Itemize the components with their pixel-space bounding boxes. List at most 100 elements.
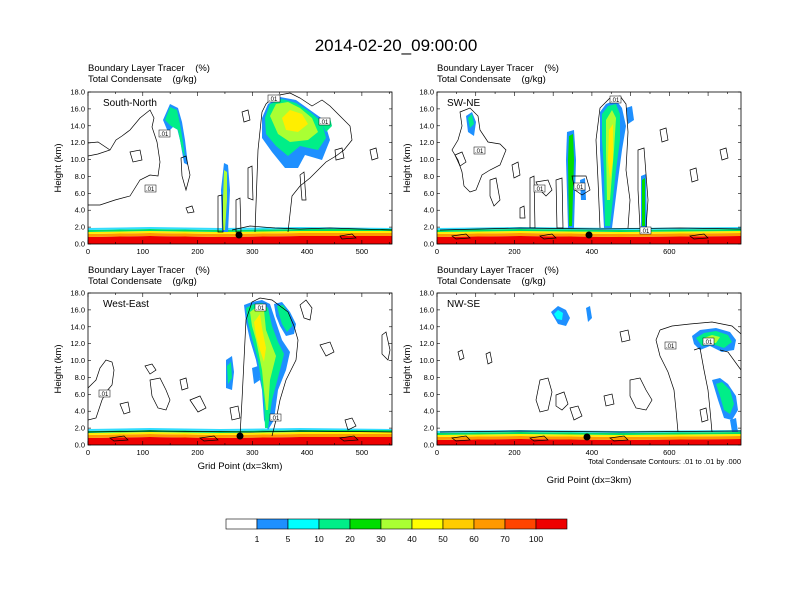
x-tick-label: 200 [508, 247, 521, 256]
y-tick-label: 18.0 [419, 88, 434, 97]
x-tick-label: 400 [301, 247, 314, 256]
x-tick-label: 0 [86, 247, 90, 256]
contour-label: .01 [611, 98, 620, 104]
contour-label: .01 [146, 187, 155, 193]
tracer-plume [223, 170, 227, 230]
x-tick-label: 100 [137, 247, 150, 256]
x-tick-label: 400 [301, 448, 314, 457]
plot-frame [87, 292, 393, 446]
contour-label: .01 [320, 120, 329, 126]
y-axis-label: Height (km) [53, 344, 64, 393]
colorbar-swatch [380, 518, 413, 530]
x-tick-label: 500 [356, 448, 369, 457]
y-axis-label: Height (km) [402, 143, 413, 192]
y-tick-label: 16.0 [70, 104, 85, 113]
tracer-plume [254, 314, 266, 362]
panel-header-condensate: Total Condensate (g/kg) [88, 276, 197, 287]
colorbar-swatch [411, 518, 444, 530]
plot-area: .01 .01 [437, 306, 741, 445]
panel-header-condensate: Total Condensate (g/kg) [437, 276, 546, 287]
x-tick-label: 400 [586, 247, 599, 256]
tracer-plume [626, 106, 634, 124]
bl-band-red [437, 236, 741, 244]
contour-label-boxes: .01 .01 .01 .01 [144, 94, 331, 193]
contour-label: .01 [704, 340, 713, 346]
y-tick-label: 14.0 [419, 322, 434, 331]
colorbar-label: 1 [255, 534, 260, 544]
y-axis: 0.0 2.0 4.0 6.0 8.0 10.0 12.0 14.0 16.0 18.0 [70, 88, 392, 249]
colorbar-label: 10 [314, 534, 324, 544]
x-tick-label: 0 [435, 247, 439, 256]
y-axis: 0.0 2.0 4.0 6.0 8.0 10.0 12.0 14.0 16.0 18.0 [419, 88, 741, 249]
colorbar-swatch [318, 518, 351, 530]
figure-title: 2014-02-20_09:00:00 [315, 36, 478, 55]
contour-label: .01 [575, 185, 584, 191]
x-axis: 0 100 200 300 400 500 [86, 293, 390, 457]
y-tick-label: 10.0 [419, 356, 434, 365]
contour-label: .01 [666, 344, 675, 350]
bl-band-cyan [437, 227, 741, 230]
y-tick-label: 6.0 [75, 189, 85, 198]
contour-label: .01 [269, 97, 278, 103]
colorbar-label: 100 [529, 534, 543, 544]
contour-label-boxes: .01 .01 .01 [98, 303, 282, 422]
y-tick-label: 8.0 [75, 373, 85, 382]
x-tick-label: 600 [663, 247, 676, 256]
y-tick-label: 14.0 [70, 322, 85, 331]
contour-label: .01 [160, 132, 169, 138]
y-tick-label: 12.0 [419, 339, 434, 348]
tracer-plume [554, 310, 563, 320]
colorbar-swatch [287, 518, 320, 530]
y-tick-label: 14.0 [419, 121, 434, 130]
colorbar: 1 5 10 20 30 40 50 60 70 100 [225, 518, 568, 544]
condensate-contours [88, 297, 392, 442]
y-axis-label: Height (km) [53, 143, 64, 192]
bl-band-red [437, 439, 741, 445]
y-tick-label: 0.0 [75, 240, 85, 249]
x-tick-label: 400 [586, 448, 599, 457]
y-axis-label: Height (km) [402, 344, 413, 393]
colorbar-label: 20 [345, 534, 355, 544]
bl-band-green [437, 229, 741, 232]
colorbar-swatch [442, 518, 475, 530]
y-tick-label: 16.0 [419, 305, 434, 314]
panel-header-condensate: Total Condensate (g/kg) [437, 74, 546, 85]
x-axis-label: Grid Point (dx=3km) [547, 475, 632, 486]
y-axis: 0.0 2.0 4.0 6.0 8.0 10.0 12.0 14.0 16.0 18.0 [419, 289, 741, 450]
panel-nw-se: Boundary Layer Tracer (%) Total Condensa… [402, 265, 742, 486]
y-tick-label: 6.0 [424, 189, 434, 198]
contour-label: .01 [535, 187, 544, 193]
colorbar-swatch [225, 518, 258, 530]
colorbar-swatch [256, 518, 289, 530]
tracer-plume [730, 418, 738, 432]
y-tick-label: 12.0 [419, 138, 434, 147]
y-tick-label: 2.0 [75, 223, 85, 232]
bl-band-red [88, 236, 392, 244]
x-tick-label: 200 [191, 448, 204, 457]
surface-marker [583, 433, 591, 441]
y-tick-label: 14.0 [70, 121, 85, 130]
x-tick-label: 200 [508, 448, 521, 457]
surface-marker [236, 432, 244, 440]
y-tick-label: 10.0 [70, 356, 85, 365]
y-tick-label: 8.0 [75, 172, 85, 181]
condensate-contours [439, 95, 741, 240]
condensate-contours [439, 321, 741, 442]
surface-marker [235, 231, 243, 239]
y-tick-label: 18.0 [419, 289, 434, 298]
panel-label: SW-NE [447, 98, 480, 109]
y-tick-label: 0.0 [424, 441, 434, 450]
panel-south-north: Boundary Layer Tracer (%) Total Condensa… [53, 63, 393, 256]
tracer-plume [282, 110, 308, 132]
y-tick-label: 10.0 [70, 155, 85, 164]
x-tick-label: 100 [137, 448, 150, 457]
y-tick-label: 18.0 [70, 88, 85, 97]
colorbar-label: 60 [469, 534, 479, 544]
colorbar-label: 50 [438, 534, 448, 544]
y-tick-label: 6.0 [75, 390, 85, 399]
x-tick-label: 300 [246, 448, 259, 457]
y-tick-label: 8.0 [424, 373, 434, 382]
panel-west-east: Boundary Layer Tracer (%) Total Condensa… [53, 265, 393, 472]
bl-band-red [88, 437, 392, 445]
